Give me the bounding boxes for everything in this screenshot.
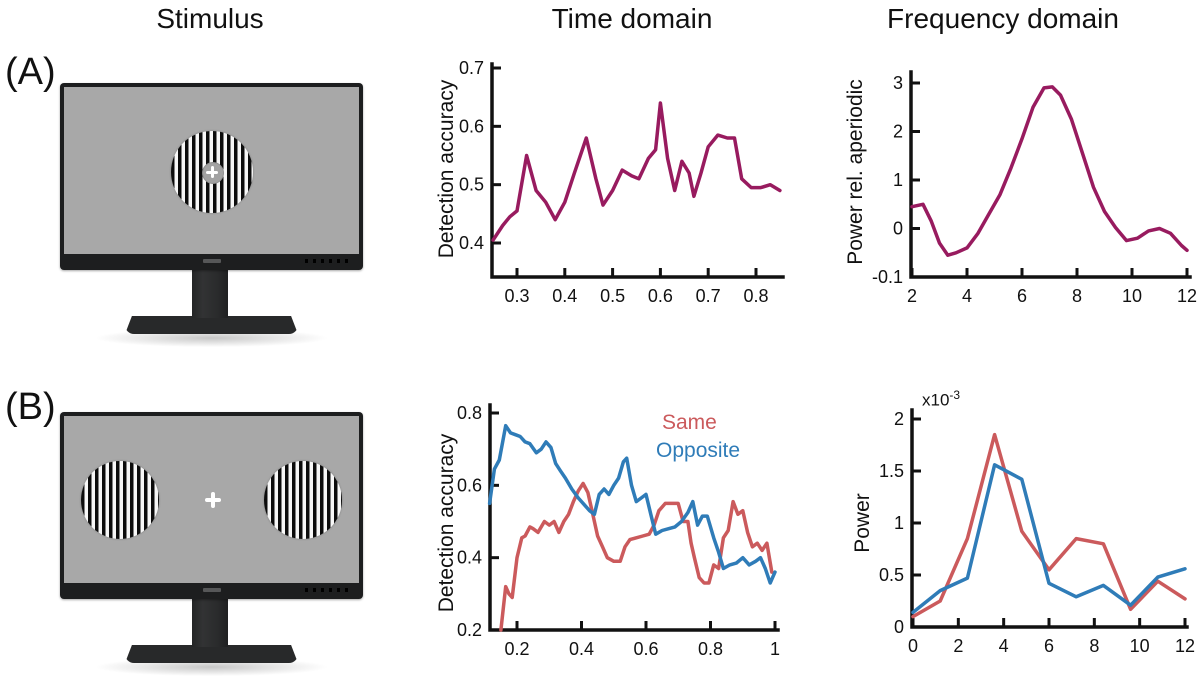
y-tick-label: 3 xyxy=(893,73,903,93)
chart-b-frequency-domain: 0 2 4 6 8 10 12 0 0.5 1 1.5 2 xyxy=(840,385,1200,690)
monitor-stand xyxy=(192,269,228,318)
x-tick-label: 0.7 xyxy=(696,286,721,306)
legend-entry-opposite: Opposite xyxy=(656,439,741,462)
series-line-same xyxy=(911,432,1187,619)
y-tick-label: 0.5 xyxy=(879,565,904,585)
stimulus-monitor-b xyxy=(60,412,363,678)
y-tick-label: 0 xyxy=(894,617,904,637)
y-tick-label: 2 xyxy=(894,409,904,429)
column-header-stimulus: Stimulus xyxy=(156,3,264,34)
y-tick-label: 0.7 xyxy=(459,58,484,78)
x-tick-label: 0.6 xyxy=(633,639,658,659)
y-tick-label: 0.8 xyxy=(457,403,482,423)
column-header-time-domain: Time domain xyxy=(551,3,713,34)
x-tick-label: 1 xyxy=(770,639,780,659)
chart-a-time-domain: 0.3 0.4 0.5 0.6 0.7 0.8 0.4 0.5 0.6 0.7 xyxy=(430,40,800,340)
monitor-bezel xyxy=(60,83,363,270)
monitor-screen xyxy=(64,87,359,254)
axis-line xyxy=(490,62,785,279)
x-tick-label: 8 xyxy=(1072,286,1082,306)
y-tick-label: 0.6 xyxy=(457,475,482,495)
exponent-base: x10 xyxy=(922,390,950,410)
y-tick-label: 2 xyxy=(893,122,903,142)
monitor-logo xyxy=(202,588,221,592)
legend-entry-same: Same xyxy=(662,411,717,434)
monitor-stand xyxy=(192,598,228,647)
stimulus-monitor-a xyxy=(60,83,363,349)
y-tick-label: 1.5 xyxy=(879,461,904,481)
series-line-opposite xyxy=(911,463,1187,615)
y-tick-label: 0.6 xyxy=(459,116,484,136)
y-tick-label: 0.4 xyxy=(459,233,484,253)
x-tick-label: 0.8 xyxy=(698,639,723,659)
x-tick-label: 0 xyxy=(908,636,918,656)
x-tick-label: 4 xyxy=(999,636,1009,656)
monitor-chin xyxy=(64,254,359,268)
series-line-same xyxy=(499,481,774,632)
x-tick-label: 0.4 xyxy=(552,286,577,306)
y-tick-label: 0.4 xyxy=(457,548,482,568)
monitor-chin xyxy=(64,583,359,597)
x-tick-label: 0.4 xyxy=(569,639,594,659)
x-tick-label: 2 xyxy=(953,636,963,656)
monitor-screen xyxy=(64,416,359,583)
series-line xyxy=(491,101,782,242)
monitor-base xyxy=(125,316,298,334)
monitor-buttons xyxy=(305,259,349,263)
y-axis-label-a-freq: Power rel. aperiodic xyxy=(844,79,867,265)
x-tick-label: 4 xyxy=(962,286,972,306)
y-tick-label: -0.1 xyxy=(872,267,903,287)
panel-label-a: (A) xyxy=(5,51,56,93)
y-axis-label-a-time: Detection accuracy xyxy=(435,79,458,259)
monitor-buttons xyxy=(305,588,349,592)
grating-patch-right xyxy=(264,461,342,539)
x-tick-label: 6 xyxy=(1044,636,1054,656)
y-tick-label: 0.5 xyxy=(459,175,484,195)
y-axis-exponent-label: x10-3 xyxy=(922,388,960,411)
x-tick-label: 12 xyxy=(1177,286,1197,306)
x-tick-label: 0.5 xyxy=(600,286,625,306)
y-axis-label-b-time: Detection accuracy xyxy=(435,433,458,613)
b-freq-plot: 0 2 4 6 8 10 12 0 0.5 1 1.5 2 xyxy=(879,408,1195,656)
y-axis-label-b-freq: Power xyxy=(851,493,874,553)
x-tick-label: 0.8 xyxy=(743,286,768,306)
series-line xyxy=(910,85,1189,257)
series-line-opposite xyxy=(487,423,777,585)
x-tick-label: 8 xyxy=(1089,636,1099,656)
a-time-plot: 0.3 0.4 0.5 0.6 0.7 0.8 0.4 0.5 0.6 0.7 xyxy=(459,58,785,306)
x-tick-label: 10 xyxy=(1122,286,1142,306)
y-tick-label: 0.2 xyxy=(457,620,482,640)
panel-label-b: (B) xyxy=(5,386,56,428)
x-tick-label: 0.6 xyxy=(648,286,673,306)
monitor-logo xyxy=(202,259,221,263)
exponent-sup: -3 xyxy=(949,388,961,402)
monitor-base xyxy=(125,645,298,663)
fixation-cross-icon xyxy=(206,166,218,178)
chart-b-time-domain: 0.2 0.4 0.6 0.8 1 0.2 0.4 0.6 0.8 xyxy=(430,390,800,695)
y-tick-label: 1 xyxy=(893,170,903,190)
column-header-frequency-domain: Frequency domain xyxy=(887,3,1119,34)
monitor-bezel xyxy=(60,412,363,599)
y-tick-label: 1 xyxy=(894,513,904,533)
fixation-cross-icon xyxy=(205,492,221,508)
axis-line xyxy=(909,70,1192,279)
x-tick-label: 2 xyxy=(907,286,917,306)
chart-a-frequency-domain: 2 4 6 8 10 12 -0.1 0 1 2 3 xyxy=(830,40,1200,340)
grating-patch-left xyxy=(81,461,159,539)
x-tick-label: 10 xyxy=(1130,636,1150,656)
y-tick-label: 0 xyxy=(893,219,903,239)
fixation-disc xyxy=(202,162,224,184)
x-tick-label: 6 xyxy=(1017,286,1027,306)
x-tick-label: 0.3 xyxy=(504,286,529,306)
x-tick-label: 0.2 xyxy=(504,639,529,659)
x-tick-label: 12 xyxy=(1175,636,1195,656)
b-time-plot: 0.2 0.4 0.6 0.8 1 0.2 0.4 0.6 0.8 xyxy=(457,403,780,659)
